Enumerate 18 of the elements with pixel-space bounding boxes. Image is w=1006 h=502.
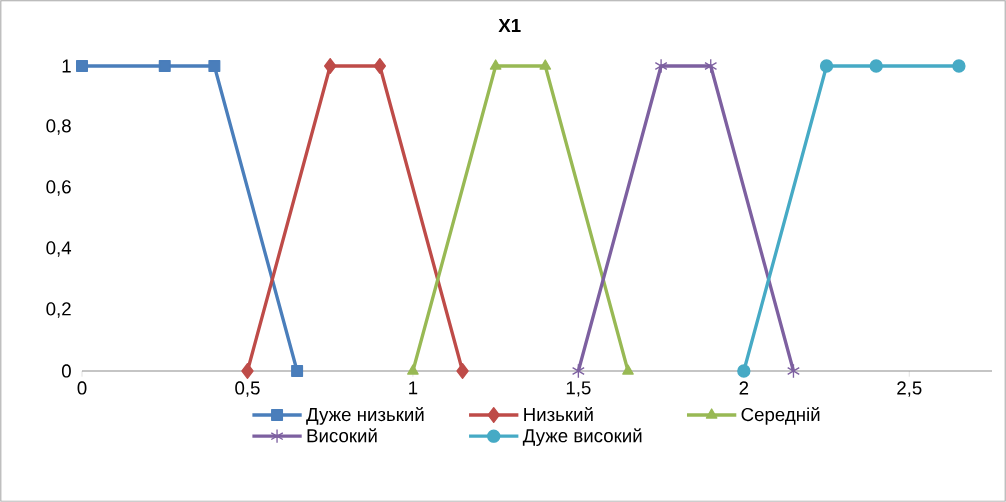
x-tick-label: 1 (409, 381, 418, 395)
legend-label: Низький (524, 407, 593, 422)
y-tick-label: 0 (61, 364, 71, 378)
x-tick-label: 2,5 (897, 381, 922, 397)
legend-label: Високий (307, 428, 377, 443)
y-tick-label: 0,4 (46, 241, 72, 257)
chart-title: X1 (498, 19, 521, 32)
legend-label: Середній (741, 407, 820, 425)
y-tick-label: 0,6 (46, 180, 71, 196)
x-tick-label: 0,5 (235, 381, 260, 397)
y-tick-label: 0,8 (46, 119, 71, 135)
y-tick-label: 1 (62, 59, 71, 73)
x-tick-label: 2 (739, 381, 749, 395)
y-tick-label: 0,2 (46, 302, 71, 318)
x-tick-label: 1,5 (566, 381, 591, 397)
x-tick-label: 0 (77, 381, 87, 395)
legend-label: Дуже низький (306, 407, 424, 425)
legend-label: Дуже високий (522, 428, 642, 446)
